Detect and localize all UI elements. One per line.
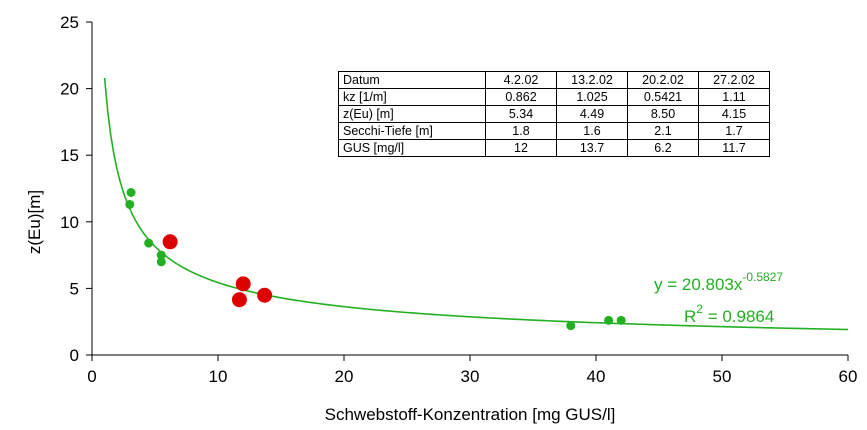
y-tick-label: 5 [70,279,79,298]
table-header-cell: 13.2.02 [556,71,628,89]
y-axis-title: z(Eu)[m] [25,190,44,254]
x-tick-label: 10 [209,367,228,386]
data-point-green [156,250,166,260]
table-cell: 2.1 [627,122,699,140]
x-tick-label: 0 [87,367,96,386]
table-cell: 11.7 [698,139,770,157]
equation-main: y = 20.803x [654,275,743,294]
table-header-cell: 4.2.02 [485,71,557,89]
data-point-green [156,257,166,267]
table-cell: 0.5421 [627,88,699,106]
table-cell: GUS [mg/l] [338,139,486,157]
ticks: 0 10 20 30 40 50 60 0 5 10 15 20 25 [60,13,857,386]
table-cell: 13.7 [556,139,628,157]
fit-curve-group [103,77,849,331]
y-tick-label: 25 [60,13,79,32]
x-tick-label: 40 [587,367,606,386]
r2-rest: = 0.9864 [703,307,774,326]
table-cell: 1.11 [698,88,770,106]
table-cell: 4.15 [698,105,770,123]
data-point-red [257,287,273,303]
table-row: GUS [mg/l] 12 13.7 6.2 11.7 [338,139,770,157]
table-row: kz [1/m] 0.862 1.025 0.5421 1.11 [338,88,770,106]
equation-exponent: -0.5827 [742,270,783,284]
y-tick-label: 15 [60,146,79,165]
r2-superscript: 2 [696,302,703,316]
table-row: z(Eu) [m] 5.34 4.49 8.50 4.15 [338,105,770,123]
fit-curve [103,77,849,331]
table-cell: z(Eu) [m] [338,105,486,123]
table-cell: Secchi-Tiefe [m] [338,122,486,140]
table-header-cell: 27.2.02 [698,71,770,89]
data-point-red [162,234,178,250]
data-point-green [125,199,135,209]
r2-label: R2 = 0.9864 [684,302,774,326]
table-cell: 8.50 [627,105,699,123]
data-point-red [231,292,247,308]
data-point-green [126,187,136,197]
data-point-green [604,315,614,325]
y-tick-label: 20 [60,80,79,99]
r2-main: R [684,307,696,326]
table-cell: 6.2 [627,139,699,157]
measurement-table: Datum 4.2.02 13.2.02 20.2.02 27.2.02 kz … [338,71,770,157]
table-cell: 1.8 [485,122,557,140]
data-point-green [144,238,154,248]
y-tick-label: 10 [60,213,79,232]
table-cell: 0.862 [485,88,557,106]
table-cell: 1.6 [556,122,628,140]
table-cell: 4.49 [556,105,628,123]
y-tick-label: 0 [70,346,79,365]
table-cell: kz [1/m] [338,88,486,106]
table-cell: 1.025 [556,88,628,106]
data-point-red [235,276,251,292]
x-tick-label: 30 [461,367,480,386]
x-axis-title: Schwebstoff-Konzentration [mg GUS/l] [325,405,616,424]
x-tick-label: 20 [335,367,354,386]
x-tick-label: 50 [713,367,732,386]
table-header-cell: 20.2.02 [627,71,699,89]
table-header-cell: Datum [338,71,486,89]
x-tick-label: 60 [839,367,858,386]
data-point-green [566,321,576,331]
table-cell: 1.7 [698,122,770,140]
table-cell: 12 [485,139,557,157]
table-cell: 5.34 [485,105,557,123]
equation-label: y = 20.803x-0.5827 [654,270,783,294]
table-header-row: Datum 4.2.02 13.2.02 20.2.02 27.2.02 [338,71,770,89]
table-row: Secchi-Tiefe [m] 1.8 1.6 2.1 1.7 [338,122,770,140]
points-group [125,187,626,331]
data-point-green [616,315,626,325]
